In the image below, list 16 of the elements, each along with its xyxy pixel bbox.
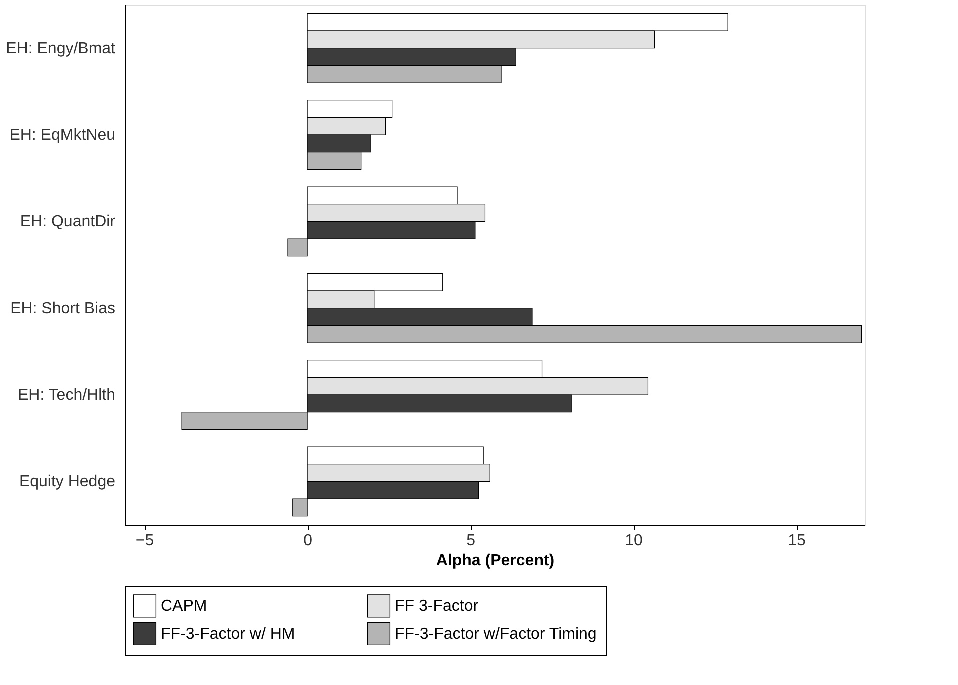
x-tick-label: −5 — [136, 532, 154, 550]
legend-label: CAPM — [161, 598, 208, 616]
y-tick-label: EH: Short Bias — [10, 300, 116, 318]
x-tick-label: 5 — [466, 532, 476, 550]
legend-label: FF-3-Factor w/Factor Timing — [395, 626, 597, 643]
x-tick-label: 15 — [788, 532, 806, 550]
x-tick-label: 0 — [304, 532, 313, 550]
x-tick-label: 10 — [625, 532, 644, 550]
legend-label: FF 3-Factor — [395, 598, 480, 616]
x-axis-title: Alpha (Percent) — [436, 552, 555, 570]
y-tick-label: EH: Engy/Bmat — [6, 40, 116, 58]
legend-label: FF-3-Factor w/ HM — [161, 626, 296, 643]
y-tick-label: EH: EqMktNeu — [10, 127, 116, 144]
y-tick-label: EH: Tech/Hlth — [18, 387, 116, 404]
y-tick-label: Equity Hedge — [19, 474, 116, 491]
y-tick-label: EH: QuantDir — [20, 214, 116, 231]
